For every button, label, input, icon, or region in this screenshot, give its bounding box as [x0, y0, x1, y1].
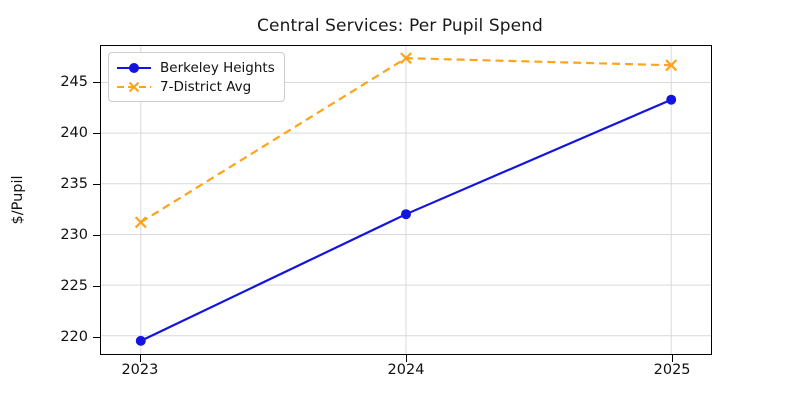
y-tick-label: 245 [60, 73, 88, 90]
chart-title: Central Services: Per Pupil Spend [257, 16, 543, 36]
x-tick-label: 2023 [121, 362, 159, 378]
data-point-marker [135, 335, 146, 346]
x-tick-mark [672, 355, 674, 362]
y-tick-label: 235 [60, 175, 88, 192]
data-point-marker [666, 94, 677, 105]
data-point-marker [401, 209, 411, 220]
data-series-layer [134, 52, 678, 346]
data-point-marker [400, 52, 412, 65]
y-tick-mark [93, 81, 100, 83]
y-tick-label: 220 [60, 328, 88, 345]
x-tick-mark [139, 355, 141, 362]
legend-label-series-2: 7-District Avg [160, 78, 252, 95]
data-point-marker [665, 59, 678, 72]
y-tick-label: 225 [60, 277, 88, 294]
legend-swatch-series-1 [117, 62, 151, 73]
y-tick-mark [93, 183, 100, 185]
y-tick-mark [93, 234, 100, 236]
x-tick-label: 2025 [653, 362, 691, 378]
y-tick-mark [93, 336, 100, 338]
legend-swatch-series-2 [117, 81, 151, 92]
y-tick-mark [93, 132, 100, 134]
legend-label-series-1: Berkeley Heights [160, 59, 275, 76]
legend-item-berkeley-heights[interactable]: Berkeley Heights [116, 58, 275, 77]
y-tick-mark [93, 285, 100, 287]
chart-legend[interactable]: Berkeley Heights 7-District Avg [108, 52, 285, 102]
y-axis-label: $/Pupil [10, 175, 26, 225]
x-tick-label: 2024 [387, 362, 425, 378]
legend-item-7-district-avg[interactable]: 7-District Avg [116, 77, 275, 96]
series-line-1 [140, 98, 672, 342]
y-tick-label: 240 [60, 124, 88, 141]
data-point-marker [134, 216, 147, 229]
y-tick-label: 230 [60, 226, 88, 243]
x-tick-mark [406, 355, 407, 362]
